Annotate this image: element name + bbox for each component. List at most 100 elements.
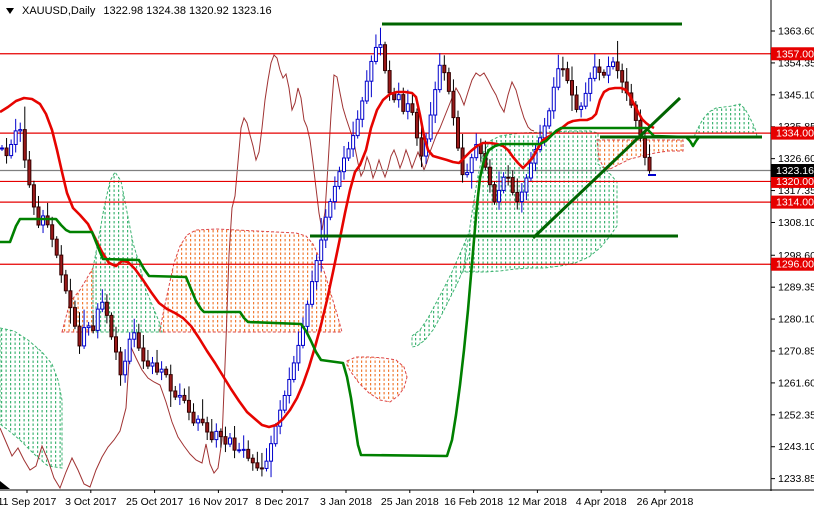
candle xyxy=(528,162,533,179)
candle xyxy=(601,71,606,76)
candle xyxy=(506,176,511,179)
candle xyxy=(574,94,579,110)
candle xyxy=(369,60,374,82)
candle xyxy=(414,111,419,139)
candle xyxy=(278,409,283,427)
candle xyxy=(524,177,529,193)
candle xyxy=(114,336,118,353)
candle xyxy=(200,418,205,424)
candle xyxy=(237,449,242,452)
candle xyxy=(383,44,388,72)
candle xyxy=(214,430,219,441)
candle xyxy=(205,422,210,433)
y-tick-label: 1261.60 xyxy=(778,377,814,389)
candle xyxy=(428,114,433,140)
candle xyxy=(519,191,524,203)
kijun-sen-line xyxy=(0,126,757,458)
candle xyxy=(173,390,178,398)
candle xyxy=(82,327,87,347)
candle xyxy=(510,177,515,193)
candle xyxy=(592,66,597,79)
candle xyxy=(615,61,620,72)
level-price-box-1320.00 xyxy=(771,174,814,188)
candle xyxy=(547,110,552,127)
candle xyxy=(332,185,337,203)
candle xyxy=(387,70,392,94)
level-price-box-1357.00-text: 1357.00 xyxy=(776,48,814,60)
x-tick-label: 12 Mar 2018 xyxy=(508,496,567,508)
candle xyxy=(319,239,324,262)
candle xyxy=(209,431,214,441)
candle xyxy=(474,143,479,159)
y-tick-label: 1345.10 xyxy=(778,89,814,101)
candle xyxy=(77,325,82,347)
candle xyxy=(27,159,32,186)
y-tick-label: 1270.85 xyxy=(778,345,814,357)
candle xyxy=(9,143,14,157)
candle xyxy=(310,281,315,305)
x-tick-label: 11 Sep 2017 xyxy=(0,496,57,508)
level-price-box-1334.00 xyxy=(771,126,814,140)
candle xyxy=(497,189,502,203)
candle xyxy=(59,254,64,276)
candle xyxy=(91,325,96,331)
candle xyxy=(100,301,105,310)
y-tick-label: 1243.10 xyxy=(778,441,814,453)
symbol-timeframe-label: XAUUSD,Daily xyxy=(22,5,96,17)
candle xyxy=(346,148,351,159)
candle xyxy=(186,399,191,413)
candle xyxy=(342,157,346,173)
candle xyxy=(63,274,68,292)
candle xyxy=(501,176,506,191)
candle xyxy=(360,100,365,120)
candle xyxy=(551,86,556,112)
candle xyxy=(465,172,470,176)
candle xyxy=(433,89,438,116)
x-tick-label: 25 Jan 2018 xyxy=(381,496,439,508)
y-tick-label: 1289.35 xyxy=(778,282,814,294)
candle xyxy=(351,135,356,150)
candle xyxy=(451,90,456,119)
candle xyxy=(291,362,296,381)
cloud-green xyxy=(411,229,471,348)
candle xyxy=(41,215,46,226)
y-tick-label: 1252.35 xyxy=(778,409,814,421)
x-tick-label: 26 Apr 2018 xyxy=(637,496,694,508)
candle xyxy=(446,72,451,92)
cloud-green xyxy=(0,327,63,469)
candle xyxy=(401,94,406,112)
candle xyxy=(396,94,401,101)
x-tick-label: 25 Oct 2017 xyxy=(126,496,183,508)
ascending-trendline[interactable] xyxy=(531,96,682,240)
candle xyxy=(123,360,128,376)
candle xyxy=(405,103,410,112)
candle xyxy=(314,260,319,283)
candle xyxy=(487,166,492,186)
candle xyxy=(273,425,278,445)
candle xyxy=(282,394,287,411)
candle xyxy=(182,394,187,401)
candle xyxy=(588,77,593,94)
candle xyxy=(4,147,9,157)
y-tick-label: 1363.60 xyxy=(778,26,814,38)
candle xyxy=(72,307,77,327)
candle xyxy=(141,347,146,362)
level-price-box-1296.00 xyxy=(771,257,814,271)
candle xyxy=(31,184,36,208)
candle xyxy=(323,216,328,241)
cloud-green xyxy=(92,171,163,333)
triangle-down-icon[interactable] xyxy=(6,8,14,14)
candle xyxy=(132,332,137,340)
candle xyxy=(442,64,447,74)
candle xyxy=(127,338,132,362)
candle xyxy=(159,368,164,373)
x-tick-label: 16 Nov 2017 xyxy=(189,496,249,508)
candle xyxy=(155,362,160,373)
candle xyxy=(228,437,232,445)
chart-legend: XAUUSD,Daily 1322.98 1324.38 1320.92 132… xyxy=(6,5,272,17)
candle xyxy=(118,351,123,376)
candle xyxy=(583,92,588,107)
candle xyxy=(264,460,269,469)
